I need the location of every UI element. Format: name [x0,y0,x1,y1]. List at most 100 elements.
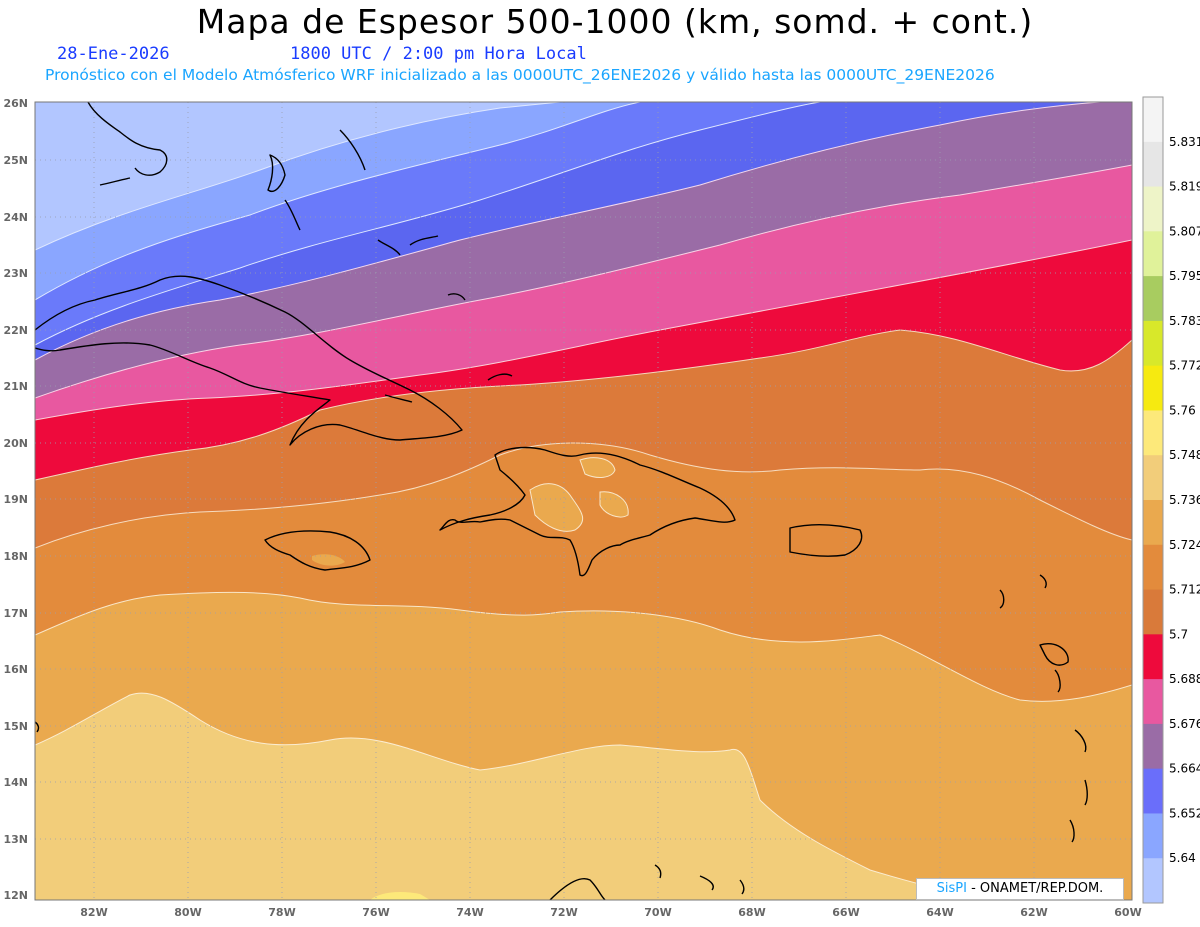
lat-label: 26N [3,97,28,110]
florida-coast [87,102,168,176]
bahamas-5 [409,235,439,246]
lon-label: 70W [644,906,671,919]
bahamas-1 [267,154,286,192]
map-title: Mapa de Espesor 500-1000 (km, somd. + co… [196,2,1034,41]
colorbar-swatch [1143,365,1163,411]
jamaica-pocket [312,554,345,566]
credit-text: - ONAMET/REP.DOM. [971,881,1104,896]
hispaniola-pocket-3 [599,491,629,518]
antilles-4 [1054,669,1061,693]
bonaire [739,879,745,895]
colorbar-label: 5.664 [1169,762,1200,776]
aruba [654,864,662,879]
lon-label: 82W [80,906,107,919]
colorbar-swatch [1143,231,1163,277]
turks [487,373,513,381]
colorbar-swatch [1143,544,1163,591]
colorbar-label: 5.783 [1169,314,1200,328]
colorbar-swatch [1143,589,1163,635]
cuba-coast [35,275,463,446]
band-5.76 [35,692,1001,900]
colorbar-label: 5.795 [1169,269,1200,283]
colorbar-swatch [1143,858,1163,904]
forecast-subtitle: Pronóstico con el Modelo Atmósferico WRF… [45,66,995,84]
bahamas-3 [339,129,366,171]
map-grid [35,102,1132,900]
colorbar-label: 5.652 [1169,806,1200,820]
jamaica-coast [264,530,371,571]
puerto-rico-coast [789,524,863,557]
plot-frame [34,101,1133,901]
inagua [447,293,466,301]
colorbar-label: 5.819 [1169,180,1200,194]
colorbar-swatch [1143,768,1163,814]
lon-label: 78W [268,906,295,919]
lat-tick-labels: 26N 25N 24N 23N 22N 21N 20N 19N 18N 17N … [3,97,28,902]
colorbar-swatch [1143,276,1163,322]
colorbar-label: 5.712 [1169,583,1200,597]
colorbar-swatch [1143,723,1163,770]
colorbar-label: 5.76 [1169,403,1196,417]
colorbar: 5.831 5.819 5.807 5.795 5.783 5.772 5.76 5.748 5… [1142,96,1200,904]
lat-label: 13N [3,833,28,846]
lon-tick-labels: 82W 80W 78W 76W 74W 72W 70W 68W 66W 64W … [80,906,1141,919]
lon-label: 76W [362,906,389,919]
lat-label: 17N [3,607,28,620]
colorbar-swatch [1143,455,1163,501]
hispaniola-pocket-2 [579,457,616,478]
colorbar-swatch [1143,186,1163,232]
colorbar-swatch [1143,141,1163,188]
south-america-coast [549,878,606,900]
curacao [699,875,714,891]
thickness-bands [35,102,1132,900]
lat-label: 15N [3,720,28,733]
colorbar-swatch [1143,813,1163,859]
colorbar-label: 5.736 [1169,493,1200,507]
colorbar-label: 5.724 [1169,538,1200,552]
forecast-time: 1800 UTC / 2:00 pm Hora Local [290,44,587,64]
colorbar-swatch [1143,97,1163,142]
antilles-6 [1084,779,1088,806]
lat-label: 22N [3,324,28,337]
credit-brand: SisPI [936,881,967,896]
colorbar-label: 5.7 [1169,627,1188,641]
lat-label: 12N [3,889,28,902]
band-5.772 [370,892,430,900]
colorbar-swatch [1143,410,1163,456]
lon-label: 74W [456,906,483,919]
hispaniola-coast [439,446,736,577]
lon-label: 80W [174,906,201,919]
lat-label: 25N [3,154,28,167]
mexico-coast [35,721,40,733]
colorbar-label: 5.831 [1169,135,1200,149]
hispaniola-pocket [529,483,584,532]
antilles-1 [1039,574,1047,589]
colorbar-frame [1142,96,1164,904]
colorbar-label: 5.688 [1169,672,1200,686]
colorbar-label: 5.676 [1169,717,1200,731]
colorbar-label: 5.64 [1169,851,1196,865]
colorbar-label: 5.748 [1169,448,1200,462]
cayman [384,394,413,403]
florida-keys [99,177,131,186]
credit-box: SisPI - ONAMET/REP.DOM. [916,878,1124,900]
forecast-date: 28-Ene-2026 [57,44,170,64]
antilles-2 [999,589,1005,609]
bahamas-2 [284,199,301,231]
colorbar-swatch [1143,679,1163,725]
lon-label: 66W [832,906,859,919]
colorbar-swatch [1143,320,1163,367]
lon-label: 64W [926,906,953,919]
colorbar-swatch [1143,500,1163,546]
lon-label: 68W [738,906,765,919]
colorbar-label: 5.772 [1169,359,1200,373]
lat-label: 18N [3,550,28,563]
coastlines [35,102,1088,900]
antilles-7 [1069,819,1075,843]
lat-label: 20N [3,437,28,450]
lon-label: 72W [550,906,577,919]
lon-label: 60W [1114,906,1141,919]
lat-label: 24N [3,211,28,224]
lat-label: 23N [3,267,28,280]
